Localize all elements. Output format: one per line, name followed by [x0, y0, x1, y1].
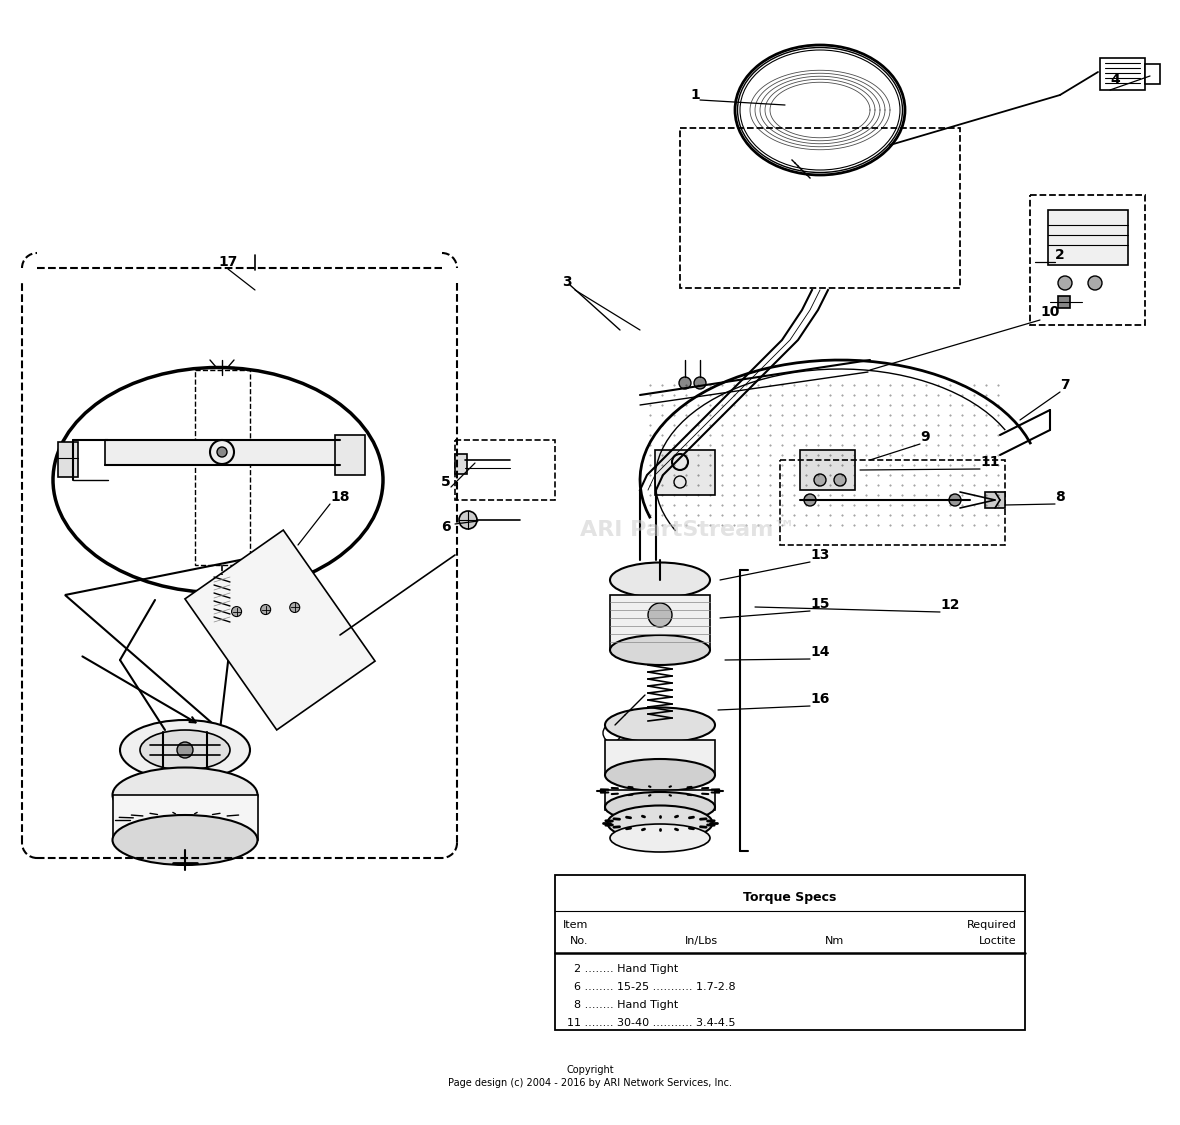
Text: 11 ........ 30-40 ........... 3.4-4.5: 11 ........ 30-40 ........... 3.4-4.5 — [568, 1018, 735, 1028]
Ellipse shape — [608, 806, 713, 840]
Text: ARI PartStream™: ARI PartStream™ — [581, 520, 795, 540]
Bar — [335, 435, 365, 475]
Text: 9: 9 — [920, 430, 930, 444]
Ellipse shape — [610, 562, 710, 597]
Ellipse shape — [140, 730, 230, 770]
Ellipse shape — [120, 720, 250, 780]
Polygon shape — [185, 530, 375, 730]
Text: 17: 17 — [218, 255, 237, 269]
Bar — [58, 442, 78, 477]
Bar — [605, 740, 715, 775]
Text: 14: 14 — [809, 645, 830, 659]
Text: 13: 13 — [809, 548, 830, 562]
Bar — [1030, 195, 1145, 325]
Text: 2 ........ Hand Tight: 2 ........ Hand Tight — [568, 964, 678, 974]
Bar — [1145, 64, 1160, 84]
Text: 10: 10 — [1040, 305, 1060, 319]
Bar — [610, 595, 710, 650]
Bar — [555, 875, 1025, 1030]
Circle shape — [949, 494, 961, 506]
Circle shape — [804, 494, 817, 506]
Text: 4: 4 — [1110, 73, 1120, 87]
Bar — [605, 790, 715, 810]
Circle shape — [290, 603, 300, 612]
Ellipse shape — [112, 814, 257, 865]
Text: 18: 18 — [330, 490, 349, 504]
Bar — [800, 450, 856, 490]
Bar — [113, 795, 258, 840]
Circle shape — [231, 606, 242, 616]
Ellipse shape — [610, 634, 710, 665]
Text: 3: 3 — [562, 274, 571, 289]
Text: In/Lbs: In/Lbs — [686, 936, 719, 946]
Bar — [985, 492, 1005, 508]
Text: 15: 15 — [809, 597, 830, 611]
Bar — [655, 450, 715, 495]
Text: Item: Item — [563, 920, 589, 930]
Bar — [1100, 58, 1145, 90]
Circle shape — [814, 474, 826, 486]
Bar — [680, 128, 961, 288]
Bar — [780, 460, 1005, 544]
Text: Torque Specs: Torque Specs — [743, 891, 837, 903]
Bar — [455, 455, 467, 474]
Text: 6: 6 — [441, 520, 451, 534]
Text: Copyright: Copyright — [566, 1065, 614, 1076]
Text: 1: 1 — [690, 88, 700, 102]
Ellipse shape — [605, 708, 715, 742]
Ellipse shape — [605, 759, 715, 791]
Text: 7: 7 — [1060, 378, 1069, 391]
Text: Page design (c) 2004 - 2016 by ARI Network Services, Inc.: Page design (c) 2004 - 2016 by ARI Netwo… — [448, 1078, 732, 1088]
Circle shape — [459, 511, 477, 529]
Bar — [1048, 210, 1128, 266]
Text: 11: 11 — [981, 455, 999, 469]
Circle shape — [177, 742, 194, 758]
Bar — [1058, 296, 1070, 308]
Circle shape — [694, 377, 706, 389]
Circle shape — [648, 603, 671, 627]
Bar — [105, 440, 340, 465]
Text: 8 ........ Hand Tight: 8 ........ Hand Tight — [568, 1000, 678, 1010]
Circle shape — [217, 447, 227, 457]
Text: 5: 5 — [441, 475, 451, 489]
Circle shape — [834, 474, 846, 486]
Ellipse shape — [112, 767, 257, 822]
Text: Required: Required — [968, 920, 1017, 930]
Text: 8: 8 — [1055, 490, 1064, 504]
Text: 6 ........ 15-25 ........... 1.7-2.8: 6 ........ 15-25 ........... 1.7-2.8 — [568, 982, 735, 992]
Ellipse shape — [605, 792, 715, 822]
Text: Nm: Nm — [825, 936, 844, 946]
Circle shape — [678, 377, 691, 389]
Text: No.: No. — [570, 936, 589, 946]
Text: Loctite: Loctite — [979, 936, 1017, 946]
Text: 2: 2 — [1055, 248, 1064, 262]
Bar — [455, 440, 555, 500]
Text: 12: 12 — [940, 598, 959, 612]
Circle shape — [1088, 276, 1102, 290]
Circle shape — [1058, 276, 1071, 290]
Bar — [195, 370, 250, 565]
Circle shape — [261, 604, 270, 614]
Text: 16: 16 — [809, 692, 830, 706]
Ellipse shape — [610, 824, 710, 852]
